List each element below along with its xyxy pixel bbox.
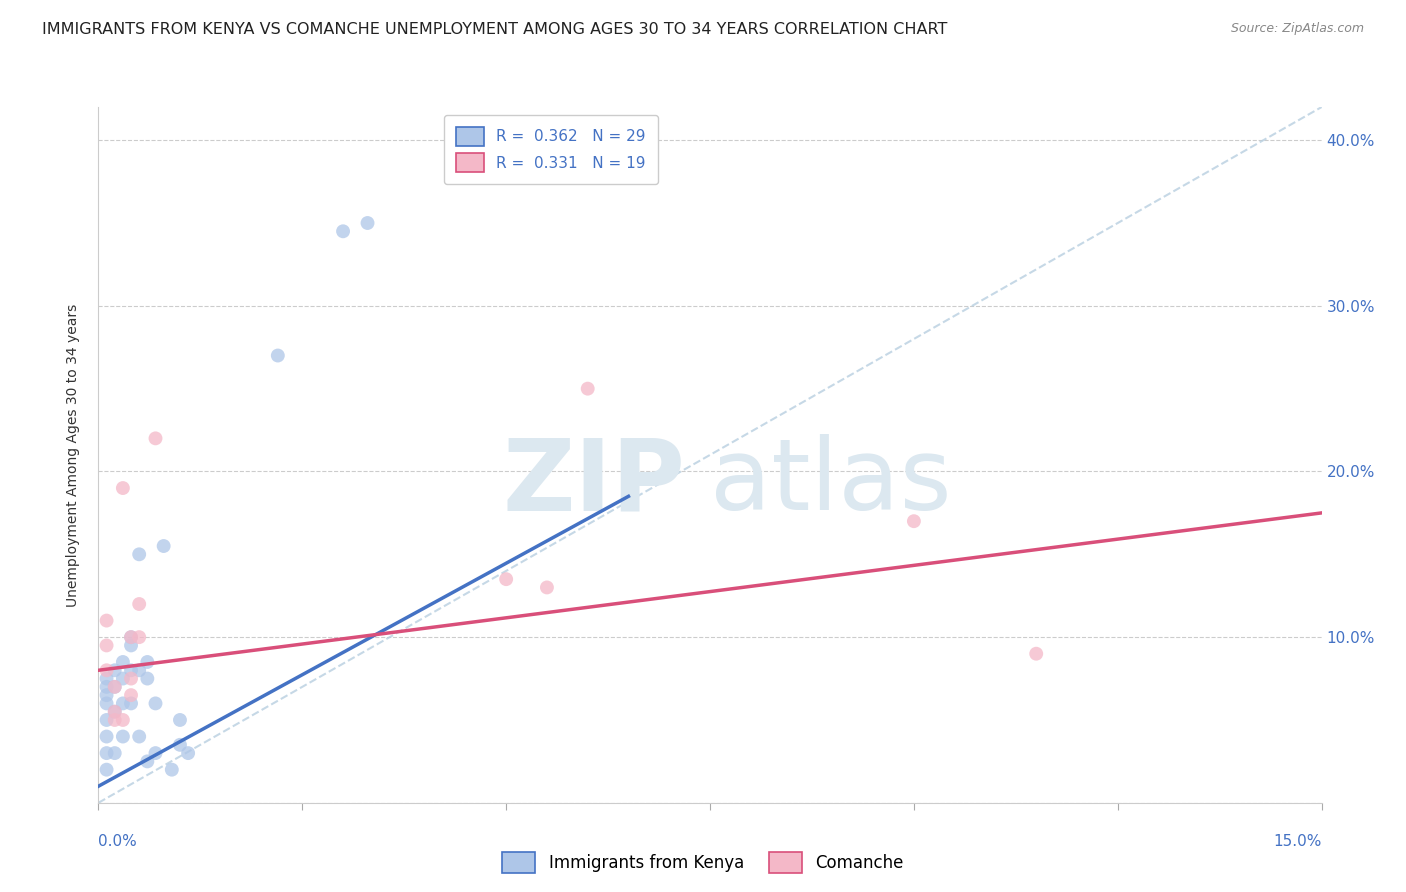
Point xyxy=(96,730,118,744)
Point xyxy=(136,672,159,686)
Point xyxy=(96,672,118,686)
Point xyxy=(267,349,290,363)
Point xyxy=(96,688,118,702)
Point xyxy=(169,738,191,752)
Point xyxy=(1025,647,1047,661)
Point xyxy=(104,663,127,677)
Point xyxy=(152,539,174,553)
Point xyxy=(104,680,127,694)
Point xyxy=(177,746,200,760)
Text: Source: ZipAtlas.com: Source: ZipAtlas.com xyxy=(1230,22,1364,36)
Point xyxy=(120,630,142,644)
Text: ZIP: ZIP xyxy=(503,434,686,532)
Text: IMMIGRANTS FROM KENYA VS COMANCHE UNEMPLOYMENT AMONG AGES 30 TO 34 YEARS CORRELA: IMMIGRANTS FROM KENYA VS COMANCHE UNEMPL… xyxy=(42,22,948,37)
Point xyxy=(96,746,118,760)
Point xyxy=(169,713,191,727)
Point xyxy=(120,697,142,711)
Text: 15.0%: 15.0% xyxy=(1274,834,1322,849)
Point xyxy=(128,547,150,561)
Point xyxy=(96,763,118,777)
Point xyxy=(145,746,167,760)
Point xyxy=(145,697,167,711)
Point xyxy=(903,514,925,528)
Point xyxy=(111,655,134,669)
Point xyxy=(111,713,134,727)
Point xyxy=(104,705,127,719)
Point xyxy=(96,639,118,653)
Point xyxy=(120,639,142,653)
Point xyxy=(96,713,118,727)
Point xyxy=(120,663,142,677)
Point xyxy=(495,572,517,586)
Point xyxy=(332,224,354,238)
Text: 0.0%: 0.0% xyxy=(98,834,138,849)
Legend: Immigrants from Kenya, Comanche: Immigrants from Kenya, Comanche xyxy=(495,846,911,880)
Point xyxy=(104,680,127,694)
Legend: R =  0.362   N = 29, R =  0.331   N = 19: R = 0.362 N = 29, R = 0.331 N = 19 xyxy=(444,115,658,184)
Point xyxy=(120,688,142,702)
Point xyxy=(136,655,159,669)
Point xyxy=(536,581,558,595)
Point xyxy=(96,614,118,628)
Point xyxy=(356,216,378,230)
Point xyxy=(128,597,150,611)
Point xyxy=(120,672,142,686)
Point xyxy=(96,697,118,711)
Point xyxy=(120,630,142,644)
Point xyxy=(96,680,118,694)
Point xyxy=(111,730,134,744)
Point xyxy=(111,481,134,495)
Y-axis label: Unemployment Among Ages 30 to 34 years: Unemployment Among Ages 30 to 34 years xyxy=(66,303,80,607)
Point xyxy=(136,755,159,769)
Point xyxy=(128,663,150,677)
Text: atlas: atlas xyxy=(710,434,952,532)
Point xyxy=(104,705,127,719)
Point xyxy=(128,730,150,744)
Point xyxy=(160,763,183,777)
Point xyxy=(145,431,167,445)
Point xyxy=(96,663,118,677)
Point xyxy=(111,697,134,711)
Point xyxy=(128,630,150,644)
Point xyxy=(111,672,134,686)
Point xyxy=(104,746,127,760)
Point xyxy=(576,382,599,396)
Point xyxy=(104,713,127,727)
